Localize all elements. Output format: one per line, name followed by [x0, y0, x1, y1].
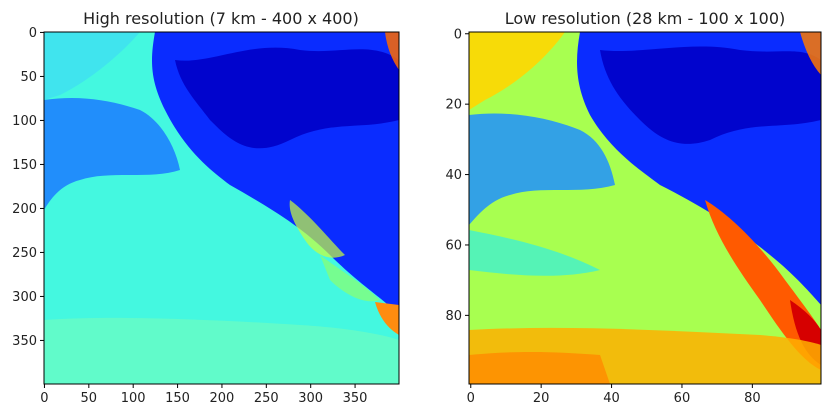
- axis-ticks: 0 20 40 60 80 0 20 40 60 80: [445, 27, 760, 406]
- panel-high-res: High resolution (7 km - 400 x 400) 0 50 10…: [12, 9, 400, 406]
- x-tick-label: 300: [298, 391, 323, 406]
- y-tick-label: 40: [445, 168, 462, 183]
- x-tick-label: 80: [744, 391, 761, 406]
- x-tick-label: 350: [343, 391, 368, 406]
- heatmap-field-high-res: [44, 32, 399, 384]
- plot-frame: [468, 31, 822, 385]
- heatmap-image: [469, 32, 821, 384]
- y-tick-label: 80: [445, 309, 462, 324]
- chart-title: Low resolution (28 km - 100 x 100): [505, 9, 786, 28]
- x-tick-label: 0: [467, 391, 475, 406]
- y-tick-label: 300: [12, 290, 37, 305]
- heatmap-field-low-res: [469, 32, 821, 384]
- y-tick-label: 0: [454, 27, 462, 42]
- x-tick-label: 60: [674, 391, 691, 406]
- x-tick-label: 200: [210, 391, 235, 406]
- x-tick-label: 250: [254, 391, 279, 406]
- axis-ticks: 0 50 100 150 200 250 300 350 0 50 100 150 200 250 300 3…: [12, 26, 367, 406]
- y-tick-label: 200: [12, 202, 37, 217]
- y-tick-label: 250: [12, 246, 37, 261]
- y-tick-label: 60: [445, 238, 462, 253]
- y-tick-label: 100: [12, 114, 37, 129]
- x-tick-label: 20: [533, 391, 550, 406]
- panel-low-res: Low resolution (28 km - 100 x 100) 0 20 40…: [445, 9, 822, 406]
- x-tick-label: 100: [121, 391, 146, 406]
- y-tick-label: 150: [12, 158, 37, 173]
- y-tick-label: 350: [12, 334, 37, 349]
- heatmap-image: [44, 32, 399, 384]
- x-tick-label: 50: [81, 391, 98, 406]
- x-tick-label: 40: [603, 391, 620, 406]
- y-tick-label: 0: [29, 26, 37, 41]
- chart-title: High resolution (7 km - 400 x 400): [83, 9, 359, 28]
- y-tick-label: 20: [445, 98, 462, 113]
- x-tick-label: 0: [40, 391, 48, 406]
- x-tick-label: 150: [165, 391, 190, 406]
- y-tick-label: 50: [20, 70, 37, 85]
